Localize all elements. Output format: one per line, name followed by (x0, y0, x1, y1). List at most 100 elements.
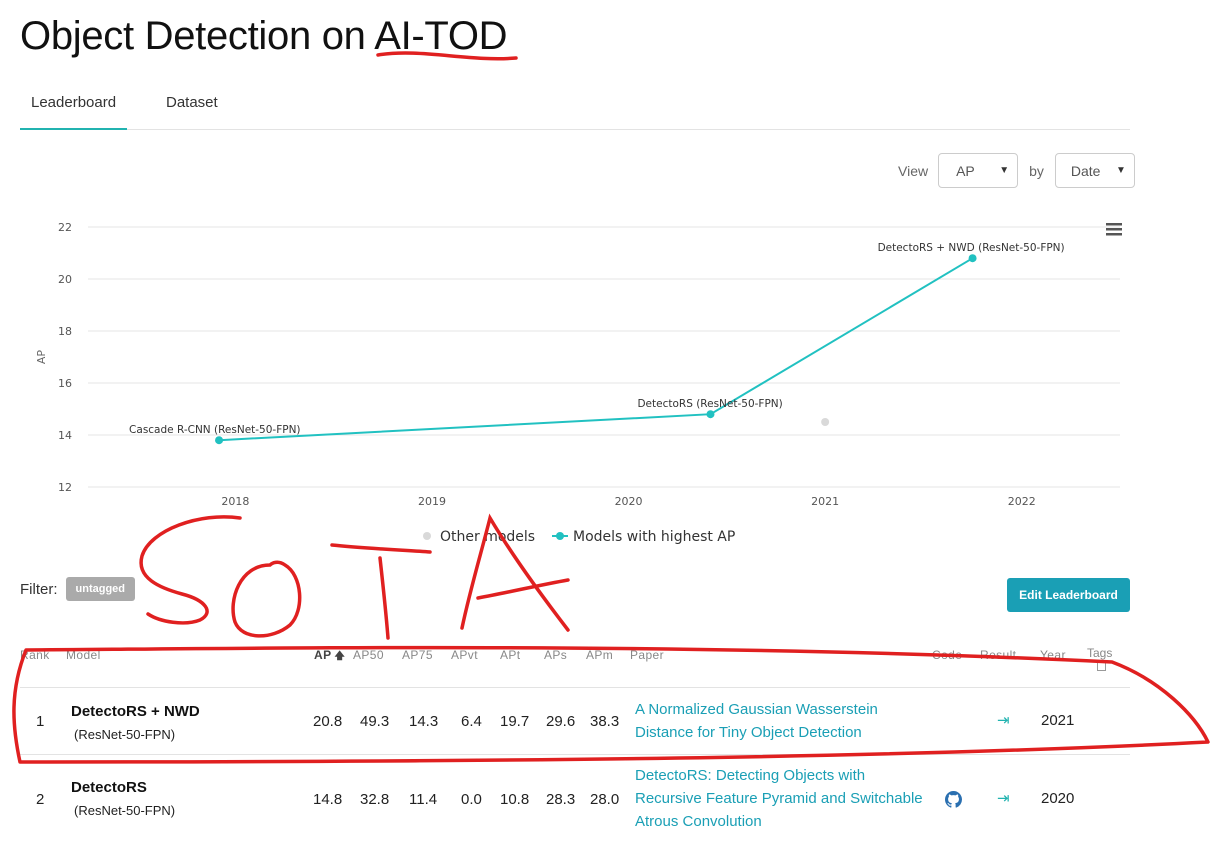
header-code: Code (932, 648, 963, 662)
paper-title-line: Distance for Tiny Object Detection (635, 724, 862, 741)
filter-label: Filter: (20, 580, 58, 598)
aps-cell: 28.3 (546, 791, 576, 808)
header-result: Result (980, 648, 1017, 662)
model-variant: (ResNet-50-FPN) (74, 803, 176, 818)
header-aps[interactable]: APs (544, 648, 568, 662)
legend-label[interactable]: Other models (440, 529, 535, 545)
table-row: 1 DetectoRS + NWD (ResNet-50-FPN) 20.8 4… (20, 689, 1130, 755)
apt-cell: 19.7 (500, 713, 530, 730)
apvt-cell: 6.4 (461, 713, 482, 730)
legend-marker-highest (556, 532, 564, 540)
y-axis-ticks: 12 14 16 18 20 22 (58, 221, 72, 494)
header-ap-label: AP (314, 648, 332, 662)
apm-cell: 28.0 (590, 791, 620, 808)
header-year[interactable]: Year (1040, 648, 1066, 662)
table-row: 2 DetectoRS (ResNet-50-FPN) 14.8 32.8 11… (20, 756, 1130, 843)
result-link-icon[interactable]: ⇥ (997, 790, 1010, 807)
header-ap75[interactable]: AP75 (402, 648, 433, 662)
result-link-icon[interactable]: ⇥ (997, 712, 1010, 729)
year-cell: 2021 (1041, 712, 1075, 729)
sota-letter-o (231, 560, 302, 638)
ap50-cell: 32.8 (360, 791, 390, 808)
page-title: Object Detection on AI-TOD (20, 14, 508, 58)
aps-cell: 29.6 (546, 713, 576, 730)
sort-arrow-up-icon: 🡅 (334, 651, 346, 662)
paper-title-line: DetectoRS: Detecting Objects with (635, 767, 866, 784)
paper-title-line: A Normalized Gaussian Wasserstein (635, 701, 878, 718)
rank-cell: 1 (36, 713, 45, 730)
paper-link[interactable]: A Normalized Gaussian Wasserstein Distan… (635, 698, 878, 744)
header-apm[interactable]: APm (586, 648, 614, 662)
y-tick-label: 22 (58, 221, 72, 234)
apm-cell: 38.3 (590, 713, 620, 730)
header-ap[interactable]: AP 🡅 (314, 648, 345, 666)
data-point[interactable] (968, 254, 977, 263)
x-tick-label: 2021 (811, 495, 839, 508)
apvt-cell: 0.0 (461, 791, 482, 808)
paper-link[interactable]: DetectoRS: Detecting Objects with Recurs… (635, 764, 923, 833)
x-tick-label: 2018 (221, 495, 249, 508)
data-point[interactable] (215, 436, 224, 445)
header-rank[interactable]: Rank (20, 648, 50, 662)
header-paper: Paper (630, 648, 665, 662)
x-tick-label: 2019 (418, 495, 446, 508)
y-axis-label: AP (35, 350, 48, 365)
data-point-label: Cascade R-CNN (ResNet-50-FPN) (129, 424, 300, 436)
view-select-value: AP (956, 162, 975, 179)
chart-legend: Other models Models with highest AP (423, 529, 735, 545)
rank-cell: 2 (36, 791, 45, 808)
tab-bar: Leaderboard Dataset (20, 82, 1130, 130)
by-select[interactable]: Date ▼ (1054, 153, 1135, 188)
edit-leaderboard-button[interactable]: Edit Leaderboard (1007, 578, 1130, 612)
header-apvt[interactable]: APvt (451, 648, 478, 662)
paper-title-line: Recursive Feature Pyramid and Switchable (635, 790, 923, 807)
table-header: Rank Model AP 🡅 AP50 AP75 APvt APt APs AP… (20, 640, 1130, 688)
x-tick-label: 2022 (1008, 495, 1036, 508)
header-model[interactable]: Model (66, 648, 101, 662)
by-select-value: Date (1070, 162, 1101, 179)
ap-cell: 20.8 (313, 713, 343, 730)
x-tick-label: 2020 (615, 495, 643, 508)
chart-controls: View AP ▼ by Date ▼ (898, 153, 1135, 188)
view-select[interactable]: AP ▼ (938, 153, 1019, 188)
model-variant: (ResNet-50-FPN) (74, 727, 176, 742)
y-tick-label: 18 (58, 325, 72, 338)
year-cell: 2020 (1041, 790, 1075, 807)
data-point[interactable] (821, 418, 830, 426)
filter-badge-untagged[interactable]: untagged (65, 577, 135, 601)
sota-letter-t-stem (378, 556, 390, 640)
by-label: by (1029, 162, 1044, 179)
y-tick-label: 16 (58, 377, 72, 390)
series-line (218, 257, 974, 442)
header-ap50[interactable]: AP50 (353, 648, 384, 662)
x-axis-ticks: 2018 2019 2020 2021 2022 (221, 495, 1035, 508)
github-icon[interactable] (945, 791, 962, 808)
model-name[interactable]: DetectoRS + NWD (71, 703, 200, 720)
apt-cell: 10.8 (500, 791, 530, 808)
tab-leaderboard[interactable]: Leaderboard (20, 94, 128, 130)
data-point-label: DetectoRS + NWD (ResNet-50-FPN) (878, 242, 1065, 254)
ap-cell: 14.8 (313, 791, 343, 808)
y-tick-label: 20 (58, 273, 72, 286)
y-tick-label: 12 (58, 481, 72, 494)
chevron-down-icon: ▼ (1115, 165, 1126, 176)
tab-dataset[interactable]: Dataset (166, 94, 218, 111)
data-point-label: DetectoRS (ResNet-50-FPN) (637, 398, 782, 410)
data-point[interactable] (706, 410, 715, 419)
model-name[interactable]: DetectoRS (71, 779, 147, 796)
chevron-down-icon: ▼ (999, 165, 1010, 176)
paper-title-line: Atrous Convolution (635, 813, 762, 830)
header-apt[interactable]: APt (500, 648, 521, 662)
tags-edit-icon[interactable] (1097, 662, 1106, 671)
chart-menu-icon[interactable] (1106, 223, 1122, 236)
view-label: View (898, 162, 929, 179)
legend-marker-other (423, 532, 431, 540)
y-tick-label: 14 (58, 429, 72, 442)
ap75-cell: 14.3 (409, 713, 439, 730)
chart-series: Cascade R-CNN (ResNet-50-FPN) DetectoRS (… (129, 242, 1065, 445)
chart-gridlines (88, 226, 1120, 488)
ap75-cell: 11.4 (409, 791, 438, 808)
header-tags: Tags (1087, 646, 1113, 660)
legend-label[interactable]: Models with highest AP (573, 529, 735, 545)
